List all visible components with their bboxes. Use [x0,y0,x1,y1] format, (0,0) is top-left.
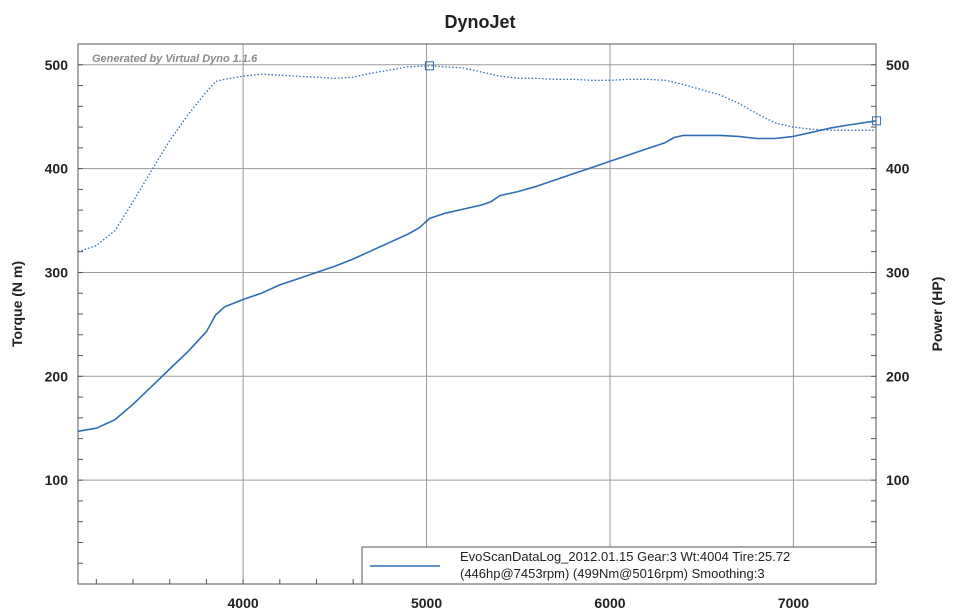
chart-title: DynoJet [444,12,515,32]
legend: EvoScanDataLog_2012.01.15 Gear:3 Wt:4004… [361,546,877,585]
series-line-dotted [77,65,876,253]
legend-line-1: EvoScanDataLog_2012.01.15 Gear:3 Wt:4004… [460,549,790,564]
y-tick-label-left: 100 [45,472,69,488]
x-tick-label: 4000 [228,595,259,611]
plot-frame [77,43,877,585]
y-axis-label-right: Power (HP) [929,277,945,352]
series-line-solid [77,120,877,433]
x-tick-label: 7000 [778,595,809,611]
y-tick-label-left: 200 [45,368,69,384]
y-tick-label-right: 500 [886,57,910,73]
peak-marker [424,61,434,71]
grid [78,44,876,584]
x-tick-label: 6000 [594,595,625,611]
y-tick-label-right: 200 [886,368,910,384]
y-tick-label-right: 400 [886,161,910,177]
y-tick-label-right: 100 [886,472,910,488]
y-axis-label-left: Torque (N m) [9,261,25,347]
legend-box [361,546,877,585]
y-tick-label-right: 300 [886,264,910,280]
peak-marker [872,116,882,126]
ticks-layer: 4000 5000 6000 7000 100 100 200 200 300 300 400 400… [45,57,910,611]
legend-line-2: (446hp@7453rpm) (499Nm@5016rpm) Smoothin… [460,566,765,581]
x-tick-label: 5000 [411,595,442,611]
y-tick-label-left: 300 [45,264,69,280]
y-tick-label-left: 500 [45,57,69,73]
series-layer [77,61,882,433]
y-tick-label-left: 400 [45,161,69,177]
watermark: Generated by Virtual Dyno 1.1.6 [92,53,258,65]
